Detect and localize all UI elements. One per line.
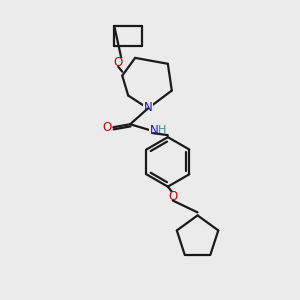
Text: N: N [150,124,158,137]
FancyBboxPatch shape [113,58,123,67]
Text: H: H [158,125,166,135]
Text: O: O [168,190,177,203]
FancyBboxPatch shape [102,123,112,132]
Text: O: O [114,56,123,69]
FancyBboxPatch shape [149,126,159,135]
Text: N: N [144,101,152,114]
FancyBboxPatch shape [168,192,178,201]
FancyBboxPatch shape [143,103,153,112]
Text: O: O [103,121,112,134]
